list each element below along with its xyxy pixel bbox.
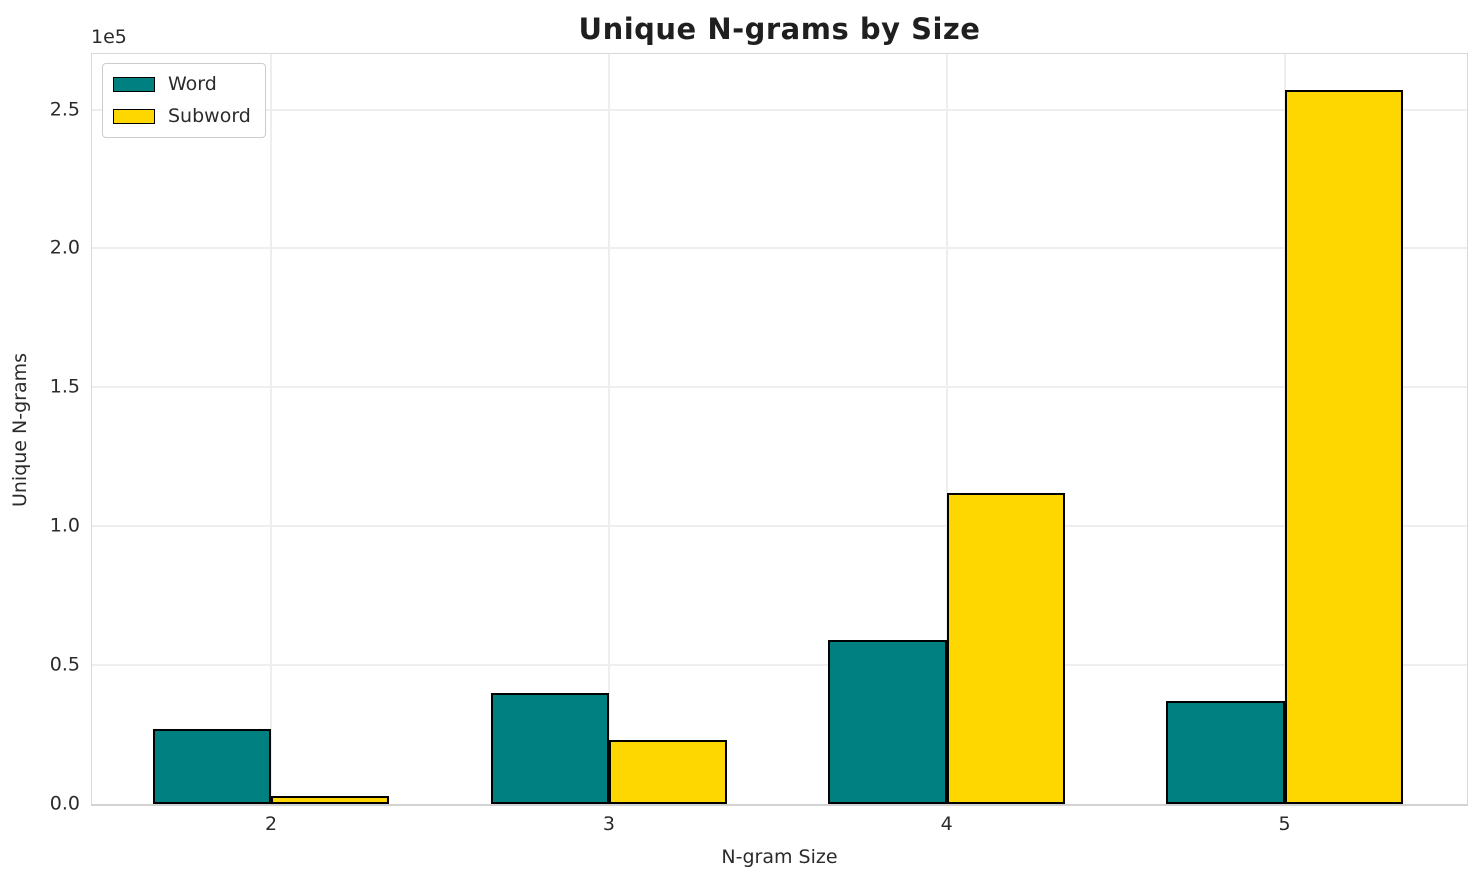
x-gridline <box>607 54 610 804</box>
y-axis-offset-text: 1e5 <box>91 26 127 48</box>
bar-subword-5 <box>1284 90 1403 804</box>
x-tick-label: 3 <box>602 813 615 835</box>
bar-word-3 <box>490 692 609 804</box>
x-tick-label: 5 <box>1278 813 1291 835</box>
bar-word-2 <box>152 729 272 804</box>
y-tick-label: 1.0 <box>49 514 80 537</box>
bar-subword-4 <box>946 492 1065 804</box>
y-gridline <box>92 664 1467 667</box>
legend-item-subword: Subword <box>113 105 251 128</box>
legend-subword-label: Subword <box>168 104 251 127</box>
legend-word-label: Word <box>168 73 217 95</box>
y-gridline <box>92 525 1467 528</box>
y-gridline <box>92 247 1467 250</box>
legend-subword-swatch <box>113 108 155 124</box>
y-gridline <box>92 108 1467 111</box>
x-gridline <box>270 54 273 804</box>
y-tick-label: 1.5 <box>49 375 80 398</box>
y-tick-label: 2.5 <box>49 98 80 121</box>
chart-title: Unique N-grams by Size <box>578 12 981 46</box>
legend: Word Subword <box>102 63 266 138</box>
x-tick-label: 4 <box>940 813 953 835</box>
y-tick-label: 2.0 <box>49 236 80 259</box>
plot-area: Word Subword 0.0 0.5 1.0 1.5 2.0 2.5 2 3 4 5 <box>50 53 1468 834</box>
bar-word-5 <box>1166 701 1285 804</box>
x-gridline <box>945 54 948 804</box>
y-gridline <box>92 386 1467 389</box>
bar-word-4 <box>828 640 947 804</box>
bar-subword-3 <box>608 740 728 804</box>
legend-item-word: Word <box>113 73 251 96</box>
y-axis-label: Unique N-grams <box>9 352 31 508</box>
y-tick-label: 0.5 <box>49 653 80 676</box>
bar-subword-2 <box>271 795 390 804</box>
y-tick-label: 0.0 <box>49 792 80 815</box>
x-tick-label: 2 <box>265 813 278 835</box>
x-axis-label: N-gram Size <box>721 846 838 868</box>
legend-word-swatch <box>113 76 155 92</box>
